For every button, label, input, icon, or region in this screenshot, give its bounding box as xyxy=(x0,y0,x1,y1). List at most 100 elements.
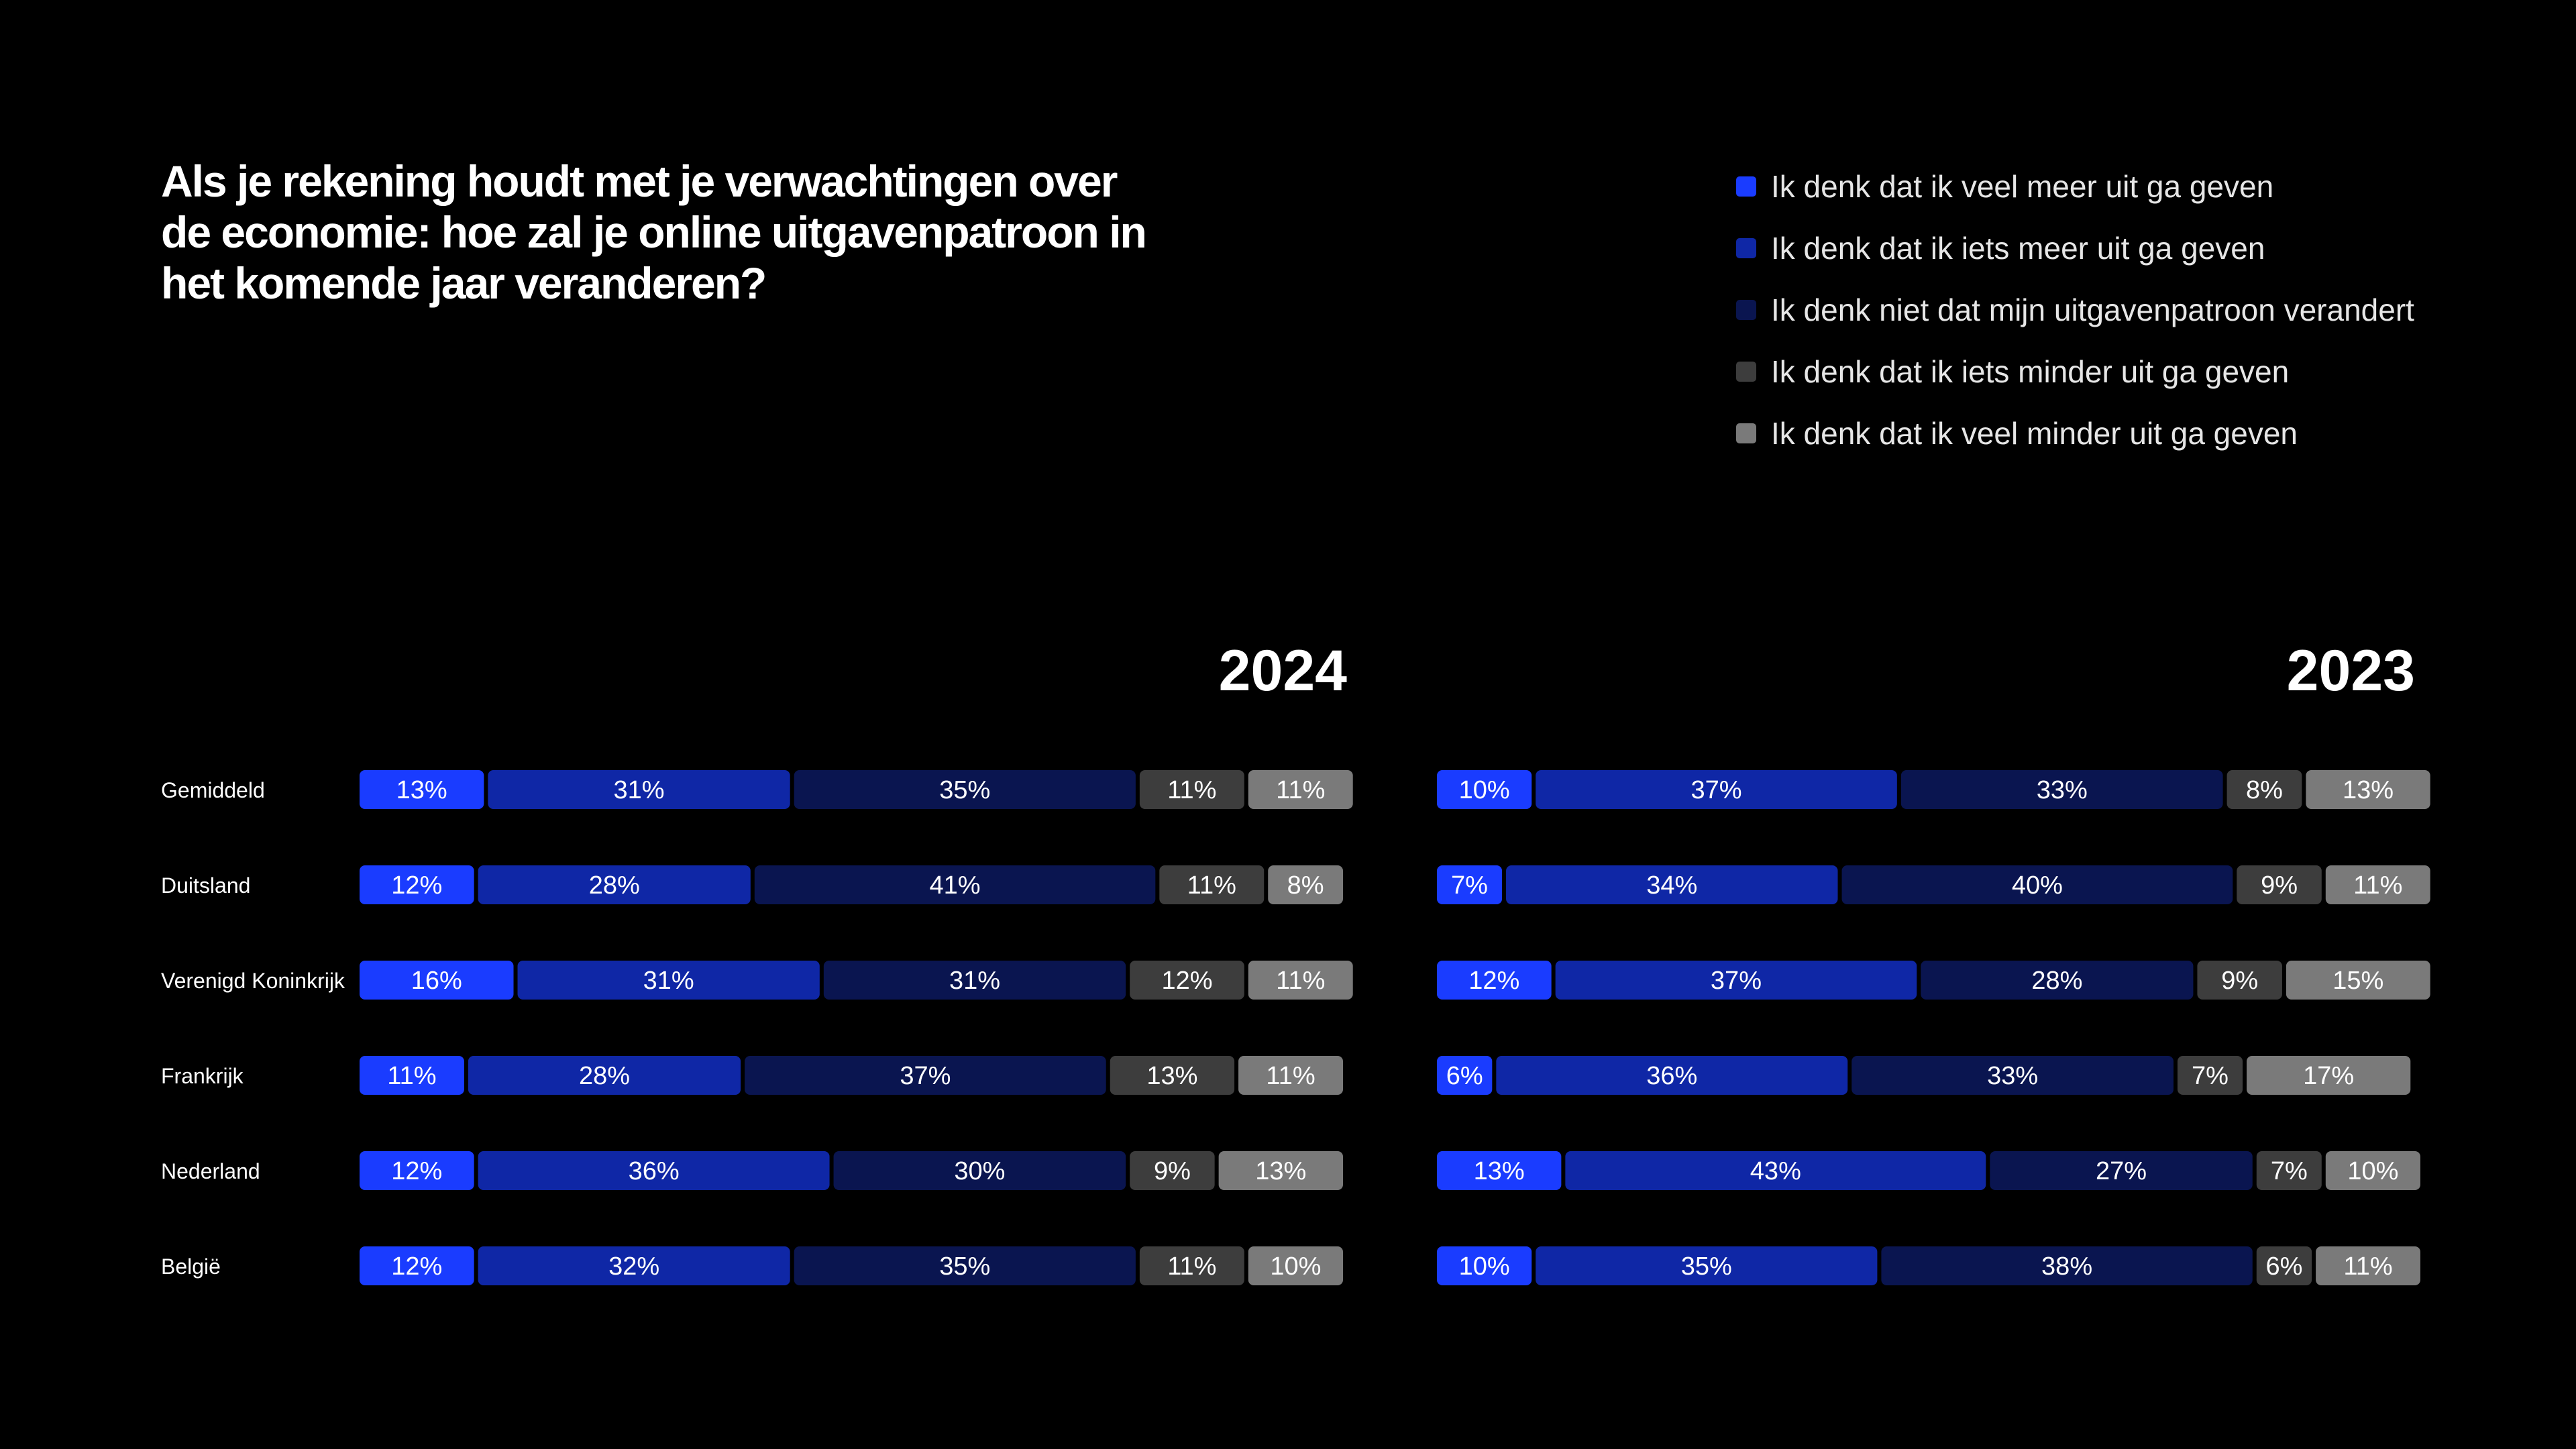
bar-segment-veel-meer xyxy=(360,865,474,904)
bar-segment-iets-minder xyxy=(2197,961,2282,1000)
bar-segment-iets-minder xyxy=(1139,1246,1244,1285)
data-label: 11% xyxy=(1276,776,1325,804)
data-label: 13% xyxy=(1146,1062,1197,1090)
legend-label: Ik denk dat ik iets meer uit ga geven xyxy=(1771,231,2265,266)
bar-segment-iets-meer xyxy=(488,770,790,809)
bar-segment-veel-meer xyxy=(1437,770,1532,809)
data-label: 13% xyxy=(1255,1157,1306,1185)
data-label: 31% xyxy=(949,967,1000,995)
bar-segment-veel-minder xyxy=(1268,865,1343,904)
data-label: 37% xyxy=(1690,776,1741,804)
data-label: 11% xyxy=(1167,1252,1216,1281)
data-label: 10% xyxy=(2347,1157,2398,1185)
data-label: 9% xyxy=(2221,967,2258,995)
data-label: 33% xyxy=(1987,1062,2038,1090)
data-label: 32% xyxy=(608,1252,659,1281)
bar-segment-veel-minder xyxy=(1248,961,1353,1000)
data-label: 8% xyxy=(1287,871,1324,900)
data-label: 28% xyxy=(589,871,640,900)
row-label: Frankrijk xyxy=(161,1064,244,1088)
bar-segment-iets-meer xyxy=(1506,865,1838,904)
data-label: 28% xyxy=(579,1062,630,1090)
bar-segment-veel-meer xyxy=(1437,1056,1493,1095)
legend-swatch-iets-meer xyxy=(1736,238,1756,258)
data-label: 11% xyxy=(1187,871,1236,900)
data-label: 31% xyxy=(643,967,694,995)
panel-title-2024: 2024 xyxy=(1218,639,1347,703)
data-label: 13% xyxy=(396,776,447,804)
data-label: 6% xyxy=(1446,1062,1483,1090)
bar-segment-iets-minder xyxy=(2226,770,2302,809)
bar-segment-iets-meer xyxy=(478,1246,790,1285)
bar-segment-niet-veranderd xyxy=(823,961,1126,1000)
bar-segment-iets-minder xyxy=(1110,1056,1235,1095)
legend-swatch-veel-meer xyxy=(1736,176,1756,197)
legend-label: Ik denk dat ik veel minder uit ga geven xyxy=(1771,416,2298,451)
row-label: Duitsland xyxy=(161,873,251,898)
bar-segment-veel-minder xyxy=(1248,1246,1343,1285)
data-label: 13% xyxy=(1474,1157,1525,1185)
bar-segment-veel-meer xyxy=(1437,1246,1532,1285)
bar-segment-iets-meer xyxy=(468,1056,741,1095)
data-label: 40% xyxy=(2012,871,2063,900)
data-label: 17% xyxy=(2303,1062,2354,1090)
bar-segment-niet-veranderd xyxy=(1900,770,2223,809)
chart-title: Als je rekening houdt met je verwachting… xyxy=(161,156,1147,308)
row-label: België xyxy=(161,1254,221,1279)
row-label: Verenigd Koninkrijk xyxy=(161,969,345,993)
legend-swatch-iets-minder xyxy=(1736,362,1756,382)
data-label: 37% xyxy=(900,1062,951,1090)
legend-item-niet-veranderd: Ik denk niet dat mijn uitgavenpatroon ve… xyxy=(1736,279,2414,341)
bar-segment-iets-minder xyxy=(1159,865,1265,904)
data-label: 43% xyxy=(1750,1157,1801,1185)
data-label: 8% xyxy=(2246,776,2283,804)
bar-segment-veel-meer xyxy=(1437,961,1552,1000)
bar-segment-veel-minder xyxy=(2325,1151,2420,1190)
row-label: Gemiddeld xyxy=(161,778,265,802)
panel-2023: 10% 37% 33% 8% 13% 7% 34% 40% 9% 11% 12% 37% 28% 9% 15… xyxy=(1437,770,2430,1285)
bar-segment-niet-veranderd xyxy=(754,865,1156,904)
data-label: 7% xyxy=(1451,871,1488,900)
legend-item-veel-meer: Ik denk dat ik veel meer uit ga geven xyxy=(1736,156,2414,217)
data-label: 12% xyxy=(1468,967,1519,995)
data-label: 6% xyxy=(2265,1252,2302,1281)
bar-segment-iets-minder xyxy=(1139,770,1244,809)
bar-segment-niet-veranderd xyxy=(1841,865,2233,904)
data-label: 10% xyxy=(1270,1252,1321,1281)
data-label: 36% xyxy=(629,1157,680,1185)
legend-swatch-niet-veranderd xyxy=(1736,300,1756,320)
data-label: 35% xyxy=(939,776,990,804)
data-label: 34% xyxy=(1646,871,1697,900)
bar-segment-iets-meer xyxy=(1555,961,1917,1000)
data-label: 12% xyxy=(391,871,442,900)
data-label: 11% xyxy=(2343,1252,2392,1281)
data-label: 10% xyxy=(1459,1252,1510,1281)
bar-segment-iets-meer xyxy=(1496,1056,1848,1095)
bar-segment-niet-veranderd xyxy=(1881,1246,2253,1285)
data-label: 9% xyxy=(1154,1157,1191,1185)
bar-segment-veel-meer xyxy=(1437,865,1503,904)
data-label: 12% xyxy=(391,1252,442,1281)
data-label: 11% xyxy=(387,1062,436,1090)
bar-segment-veel-meer xyxy=(1437,1151,1562,1190)
bar-segment-iets-minder xyxy=(2237,865,2322,904)
row-label: Nederland xyxy=(161,1159,260,1183)
bar-segment-iets-minder xyxy=(2256,1151,2322,1190)
bar-segment-veel-minder xyxy=(2286,961,2430,1000)
bar-segment-iets-meer xyxy=(478,1151,830,1190)
data-label: 38% xyxy=(2041,1252,2092,1281)
data-label: 35% xyxy=(939,1252,990,1281)
bar-segment-iets-meer xyxy=(1565,1151,1986,1190)
bar-segment-veel-meer xyxy=(360,770,484,809)
bar-segment-veel-meer xyxy=(360,1246,474,1285)
bar-segment-niet-veranderd xyxy=(745,1056,1106,1095)
data-label: 11% xyxy=(2353,871,2402,900)
bar-segment-veel-meer xyxy=(360,1151,474,1190)
data-label: 10% xyxy=(1459,776,1510,804)
data-label: 11% xyxy=(1276,967,1325,995)
data-label: 37% xyxy=(1711,967,1762,995)
bar-segment-iets-minder xyxy=(2256,1246,2312,1285)
legend-label: Ik denk dat ik iets minder uit ga geven xyxy=(1771,354,2290,389)
bar-segment-veel-minder xyxy=(1238,1056,1343,1095)
